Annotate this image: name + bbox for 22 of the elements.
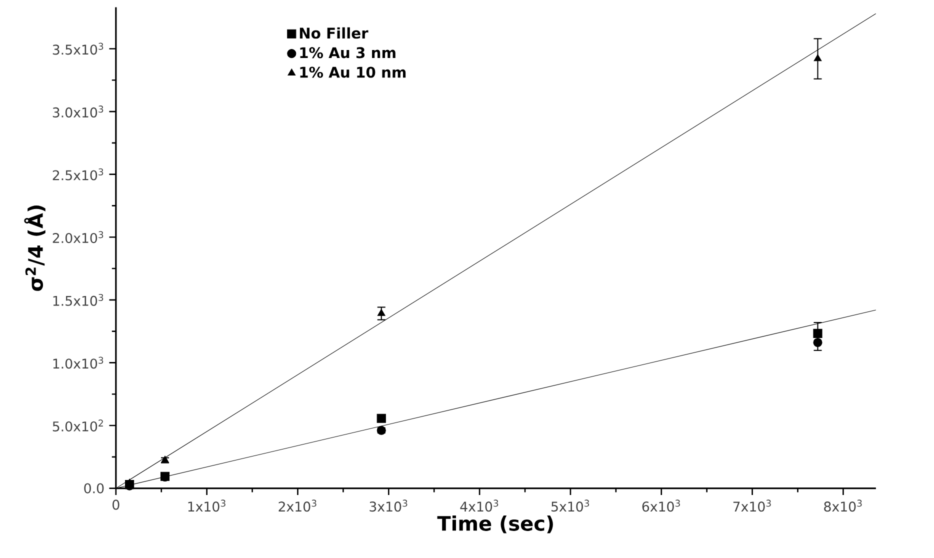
legend-label: 1% Au 3 nm xyxy=(300,47,396,58)
x-tick-label: 1x10$^{3}$ xyxy=(188,500,226,512)
y-tick-label: 0.0 xyxy=(84,483,104,494)
x-tick-label: 4x10$^{3}$ xyxy=(460,500,498,512)
y-tick-label: 2.5x10$^{3}$ xyxy=(52,168,104,180)
x-tick-label: 3x10$^{3}$ xyxy=(370,500,408,512)
x-tick-label: 5x10$^{3}$ xyxy=(552,500,590,512)
y-tick-label: 3.0x10$^{3}$ xyxy=(52,106,104,118)
x-tick-label: 6x10$^{3}$ xyxy=(642,500,680,512)
y-axis-title: σ$^{2}$/4 (Å) xyxy=(24,206,46,291)
x-tick-label: 8x10$^{3}$ xyxy=(824,500,862,512)
y-tick-label: 2.0x10$^{3}$ xyxy=(52,231,104,244)
y-tick-label: 5.0x10$^{2}$ xyxy=(52,420,103,432)
x-tick-label: 7x10$^{3}$ xyxy=(733,500,771,512)
y-tick-label: 3.5x10$^{3}$ xyxy=(52,42,104,55)
x-tick-label: 0 xyxy=(112,500,120,510)
x-tick-label: 2x10$^{3}$ xyxy=(278,500,316,512)
legend-label: 1% Au 10 nm xyxy=(300,66,406,78)
y-tick-label: 1.5x10$^{3}$ xyxy=(53,294,104,306)
legend-label: No Filler xyxy=(300,27,368,39)
x-axis-title: Time (sec) xyxy=(437,515,553,534)
y-tick-label: 1.0x10$^{3}$ xyxy=(53,356,104,369)
